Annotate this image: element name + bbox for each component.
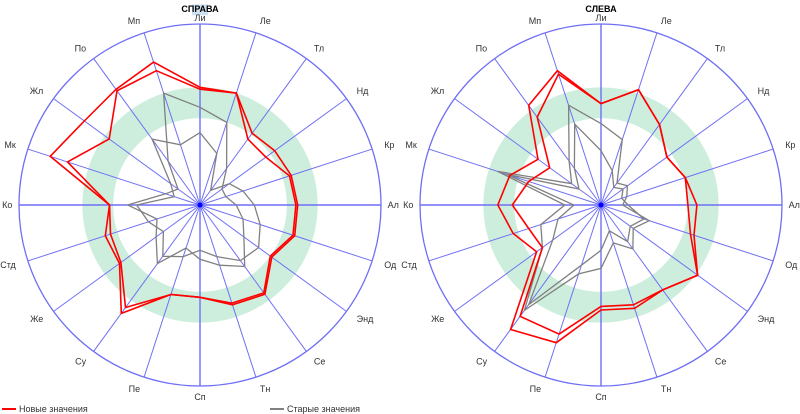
axis-label: Энд (758, 314, 775, 324)
chart-title: СЛЕВА (585, 4, 617, 14)
axis-highlight (192, 4, 208, 16)
new-values-series-2 (66, 69, 297, 309)
axis-line (199, 32, 257, 206)
axis-line (454, 98, 602, 206)
axis-label: Ли (195, 13, 206, 23)
axis-label: Се (314, 357, 326, 367)
radar-panel-2: Ли Ле Тл Нд Кр Ал Од Энд Се Тн Сп Пе Су Же Стд Ко Мк Жл По… (401, 4, 800, 402)
axis-line (600, 204, 658, 378)
axis-label: Жл (30, 86, 44, 96)
axis-line (199, 58, 307, 206)
axis-line (27, 148, 201, 206)
axis-line (600, 32, 658, 206)
axis-line (494, 204, 602, 352)
axis-label: Ли (596, 13, 607, 23)
axis-line (600, 98, 748, 206)
axis-line (93, 204, 201, 352)
axis-line (53, 98, 201, 206)
old-values-series-3 (497, 104, 651, 312)
axis-label: Мп (529, 16, 541, 26)
axis-line (600, 204, 774, 262)
axis-line (544, 32, 602, 206)
axis-label: Жл (431, 86, 445, 96)
axis-label: Энд (357, 314, 374, 324)
legend: Новые значения Старые значения (2, 404, 360, 414)
axis-label: Су (75, 357, 86, 367)
axis-line (600, 204, 748, 312)
axis-label: Сп (194, 392, 205, 402)
axis-label: Нд (357, 86, 369, 96)
axis-line (494, 58, 602, 206)
axis-label: Пе (129, 384, 140, 394)
axis-line (93, 58, 201, 206)
axis-label: Тл (314, 43, 324, 53)
axis-label: Стд (401, 260, 417, 270)
axis-label: Кр (785, 140, 795, 150)
chart-title: СПРАВА (181, 4, 219, 14)
new-values-series-2 (511, 73, 699, 336)
axis-label: Од (785, 260, 798, 270)
axis-line (199, 204, 307, 352)
axis-label: Ле (260, 16, 271, 26)
axis-label: Сп (595, 392, 606, 402)
axis-label: Су (476, 357, 487, 367)
center-point (197, 202, 203, 208)
axis-line (600, 204, 708, 352)
axis-label: Од (384, 260, 397, 270)
axis-line (544, 204, 602, 378)
axis-label: Ко (403, 200, 413, 210)
axis-line (199, 204, 373, 262)
axis-label: По (75, 43, 86, 53)
axis-line (53, 204, 201, 312)
old-values-series-3 (125, 92, 246, 268)
old-values-series-4 (506, 122, 646, 307)
axis-label: Тн (661, 384, 671, 394)
axis-line (428, 204, 602, 262)
legend-new-label: Новые значения (19, 404, 88, 414)
axis-line (143, 204, 201, 378)
axis-label: Се (715, 357, 727, 367)
axis-label: Нд (758, 86, 770, 96)
axis-line (27, 204, 201, 262)
axis-line (199, 148, 373, 206)
center-point (598, 202, 604, 208)
axis-label: Ле (661, 16, 672, 26)
axis-line (600, 58, 708, 206)
axis-label: Мк (405, 140, 416, 150)
axis-label: Стд (0, 260, 16, 270)
old-values-series-4 (135, 131, 261, 262)
axis-line (199, 204, 257, 378)
radar-panel-1: Ли Ле Тл Нд Кр Ал Од Энд Се Тн Сп Пе Су Же Стд Ко Мк Жл По… (0, 4, 399, 402)
axis-label: Кр (384, 140, 394, 150)
axis-label: Же (30, 314, 43, 324)
axis-line (428, 148, 602, 206)
axis-label: Тл (715, 43, 725, 53)
axis-line (199, 98, 347, 206)
axis-line (454, 204, 602, 312)
legend-old-label: Старые значения (287, 404, 360, 414)
axis-label: Ко (2, 200, 12, 210)
axis-label: Пе (530, 384, 541, 394)
axis-label: Мк (4, 140, 15, 150)
axis-line (199, 204, 347, 312)
axis-label: Мп (128, 16, 140, 26)
axis-label: Ал (789, 200, 800, 210)
axis-label: Же (431, 314, 444, 324)
axis-line (600, 148, 774, 206)
axis-label: По (476, 43, 487, 53)
axis-label: Ал (388, 200, 399, 210)
axis-label: Тн (260, 384, 270, 394)
